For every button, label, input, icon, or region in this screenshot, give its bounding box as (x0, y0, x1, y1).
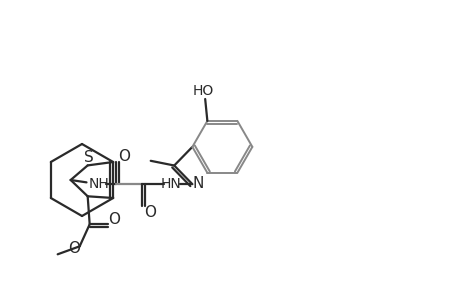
Text: N: N (192, 176, 204, 191)
Text: S: S (84, 150, 93, 165)
Text: O: O (118, 149, 130, 164)
Text: HO: HO (192, 84, 213, 98)
Text: O: O (107, 212, 119, 227)
Text: HN: HN (161, 177, 181, 191)
Text: NH: NH (89, 177, 110, 191)
Text: O: O (144, 205, 156, 220)
Text: O: O (67, 241, 79, 256)
